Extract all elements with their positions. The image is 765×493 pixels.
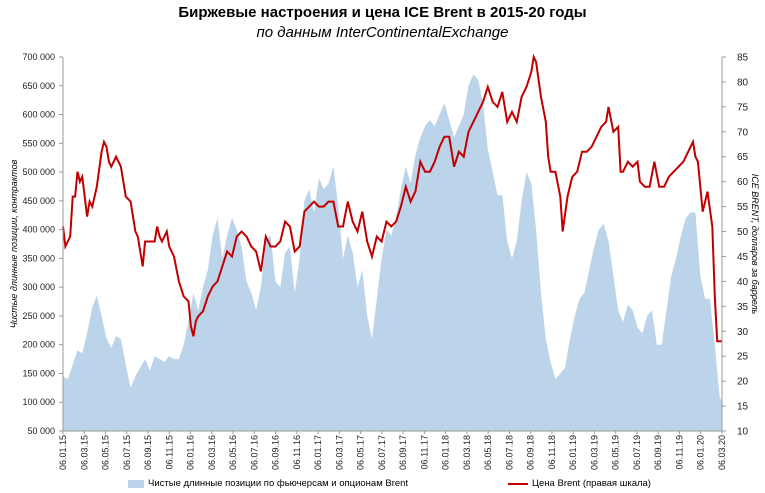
legend-swatch-area: [128, 479, 144, 488]
legend-item-positions: Чистые длинные позиции по фьючерсам и оп…: [128, 478, 408, 489]
x-tick-label: 06.07.18: [504, 435, 514, 470]
y-right-tick-label: 60: [737, 177, 749, 188]
y-right-tick-label: 80: [737, 77, 749, 88]
right-axis-label: ICE BRENT, долларов за баррель: [750, 174, 760, 315]
x-tick-label: 06.03.15: [79, 435, 89, 470]
x-tick-label: 06.03.18: [462, 435, 472, 470]
chart-title: Биржевые настроения и цена ICE Brent в 2…: [178, 4, 587, 21]
x-tick-label: 06.03.19: [589, 435, 599, 470]
y-left-tick-label: 700 000: [22, 52, 55, 62]
y-right-tick-label: 25: [737, 352, 749, 363]
x-tick-label: 06.07.19: [632, 435, 642, 470]
x-tick-label: 06.03.16: [207, 435, 217, 470]
legend-label-price: Цена Brent (правая шкала): [532, 478, 651, 489]
chart-legend: Чистые длинные позиции по фьючерсам и оп…: [0, 478, 765, 492]
x-tick-label: 06.11.18: [547, 435, 557, 469]
y-right-tick-label: 35: [737, 302, 749, 313]
legend-swatch-line: [508, 482, 528, 485]
y-left-tick-label: 50 000: [27, 426, 55, 436]
y-left-tick-label: 350 000: [22, 253, 55, 263]
y-right-tick-label: 75: [737, 102, 749, 113]
legend-label-positions: Чистые длинные позиции по фьючерсам и оп…: [148, 478, 409, 489]
x-tick-label: 06.09.15: [143, 435, 153, 470]
brent-price-line: [62, 53, 722, 343]
x-tick-label: 06.07.15: [122, 435, 132, 470]
x-tick-label: 06.01.16: [186, 435, 196, 470]
x-tick-label: 06.11.16: [292, 435, 302, 469]
x-tick-label: 06.05.16: [228, 435, 238, 470]
x-tick-label: 06.11.17: [419, 435, 429, 469]
x-tick-label: 06.09.17: [398, 435, 408, 470]
x-tick-label: 06.09.16: [271, 435, 281, 470]
y-left-tick-label: 250 000: [22, 311, 55, 321]
x-tick-label: 06.03.20: [717, 435, 727, 470]
y-right-tick-label: 70: [737, 127, 749, 138]
x-tick-label: 06.07.17: [377, 435, 387, 470]
x-tick-label: 06.01.17: [313, 435, 323, 470]
x-tick-label: 06.01.20: [696, 435, 706, 470]
y-left-tick-label: 500 000: [22, 167, 55, 177]
x-tick-label: 06.01.19: [568, 435, 578, 470]
x-tick-label: 06.03.17: [334, 435, 344, 470]
x-tick-label: 06.01.15: [58, 435, 68, 470]
y-right-tick-label: 85: [737, 53, 749, 64]
y-left-tick-label: 200 000: [22, 340, 55, 350]
y-left-tick-label: 600 000: [22, 110, 55, 120]
y-left-tick-label: 450 000: [22, 196, 55, 206]
x-tick-label: 06.09.18: [526, 435, 536, 470]
x-tick-label: 06.05.17: [356, 435, 366, 470]
y-left-tick-label: 650 000: [22, 81, 55, 91]
y-right-tick-label: 10: [737, 427, 749, 438]
y-left-tick-label: 150 000: [22, 368, 55, 378]
x-tick-label: 06.01.18: [441, 435, 451, 470]
x-tick-label: 06.05.19: [611, 435, 621, 470]
net-long-positions-area: [63, 74, 722, 432]
x-tick-label: 06.05.18: [483, 435, 493, 470]
x-tick-label: 06.07.16: [249, 435, 259, 470]
x-tick-label: 06.11.19: [674, 435, 684, 469]
chart-subtitle: по данным InterContinentalExchange: [256, 24, 509, 41]
y-right-tick-label: 45: [737, 252, 749, 263]
y-right-tick-label: 20: [737, 377, 749, 388]
left-axis-label: Чистые длинные позиции, контрактов: [9, 159, 19, 328]
y-right-tick-label: 30: [737, 327, 749, 338]
y-left-tick-label: 550 000: [22, 138, 55, 148]
y-right-tick-label: 40: [737, 277, 749, 288]
x-tick-label: 06.11.15: [164, 435, 174, 469]
y-right-tick-label: 15: [737, 402, 749, 413]
y-left-tick-label: 400 000: [22, 225, 55, 235]
y-left-tick-label: 300 000: [22, 282, 55, 292]
x-tick-label: 06.09.19: [653, 435, 663, 470]
y-right-tick-label: 50: [737, 227, 749, 238]
legend-item-price: Цена Brent (правая шкала): [508, 478, 651, 489]
y-right-tick-label: 55: [737, 202, 749, 213]
y-left-tick-label: 100 000: [22, 397, 55, 407]
chart-canvas: 50 000 100 000 150 000 200 000 250 000 300 00…: [9, 52, 760, 470]
x-tick-label: 06.05.15: [101, 435, 111, 470]
y-right-tick-label: 65: [737, 152, 749, 163]
